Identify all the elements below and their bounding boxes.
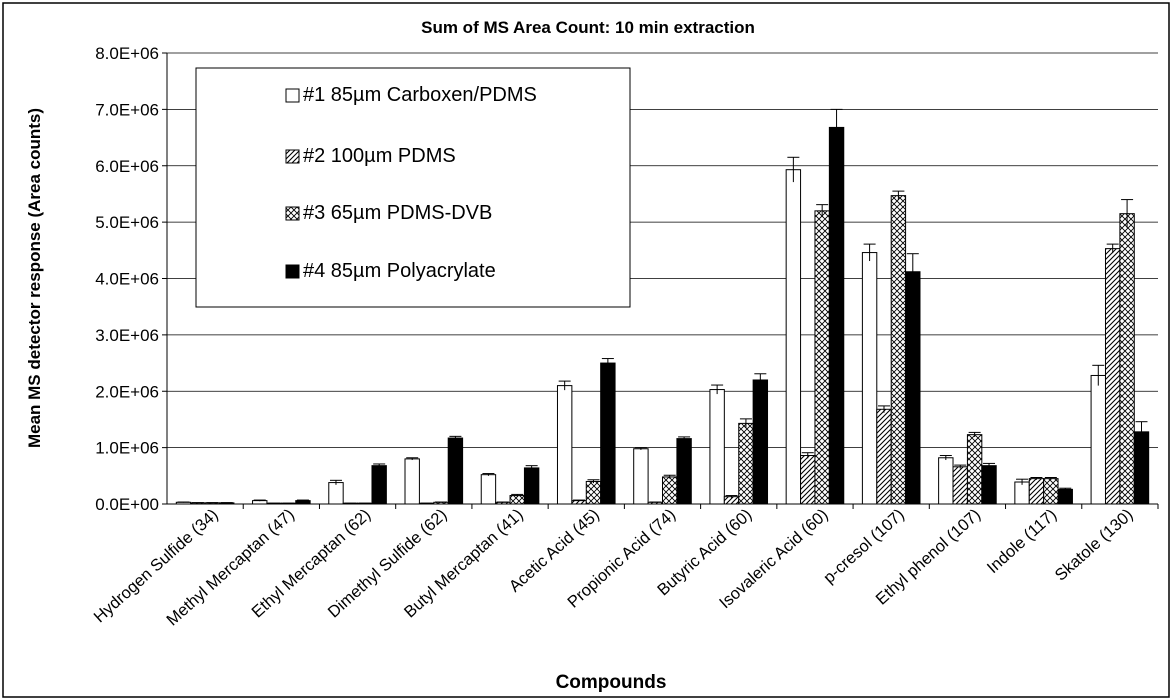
bar-series-4 [371,465,387,505]
x-axis-label: Compounds [556,672,667,693]
bar-series-2 [1028,478,1045,505]
y-tick-label: 8.0E+06 [95,44,159,63]
bar-series-1 [556,385,573,505]
bar-series-4 [905,271,921,505]
y-tick-label: 5.0E+06 [95,213,159,232]
legend-swatch-series-3 [285,206,300,221]
y-tick-label: 1.0E+06 [95,439,159,458]
bar-series-1 [633,448,649,505]
bar-series-3 [1119,213,1135,505]
bar-series-4 [600,362,616,505]
bar-series-4 [676,438,692,505]
bar-series-3 [585,480,602,505]
legend-label-series-3: #3 65µm PDMS-DVB [303,202,492,224]
bar-series-4 [981,465,997,505]
legend-swatch-series-2 [285,149,300,164]
bar-series-2 [800,455,816,505]
y-tick-label: 2.0E+06 [95,382,159,401]
bar-series-1 [709,389,725,505]
y-axis-label: Mean MS detector response (Area counts) [25,108,44,448]
y-tick-label: 3.0E+06 [95,326,159,345]
legend-swatch-series-4 [285,264,300,279]
bar-series-2 [876,408,892,505]
bar-series-3 [738,422,754,505]
legend-label-series-1: #1 85µm Carboxen/PDMS [303,84,537,106]
bar-series-1 [328,482,344,505]
bar-series-4 [752,379,769,505]
bar-series-1 [480,474,497,505]
bar-series-3 [662,476,678,505]
bar-series-3 [890,195,907,505]
bar-series-3 [509,495,525,505]
bar-series-4 [1133,431,1150,505]
bar-series-1 [861,252,878,505]
bar-series-3 [814,210,830,505]
bar-series-2 [1104,248,1121,505]
legend-label-series-4: #4 85µm Polyacrylate [303,260,496,282]
bar-series-4 [447,437,464,505]
y-tick-label: 6.0E+06 [95,157,159,176]
bar-series-1 [938,457,954,505]
y-tick-label: 7.0E+06 [95,100,159,119]
y-axis-ticks: 0.0E+00 1.0E+06 2.0E+06 3.0E+06 4.0E+06 5.0E+… [95,44,167,514]
y-tick-label: 0.0E+00 [95,495,159,514]
bar-series-1 [1014,481,1030,505]
bar-series-3 [966,434,983,505]
y-tick-label: 4.0E+06 [95,270,159,289]
legend-swatch-series-1 [285,88,300,103]
bar-series-4 [1057,488,1073,505]
legend-label-series-2: #2 100µm PDMS [303,145,456,167]
bar-series-2 [952,466,968,505]
legend-box [195,67,631,308]
bar-series-3 [1043,478,1059,505]
bar-series-1 [785,169,802,505]
bar-series-4 [828,126,845,505]
chart-title: Sum of MS Area Count: 10 min extraction [421,18,755,37]
bar-series-4 [523,467,540,505]
bar-series-1 [404,458,420,505]
bar-series-1 [1090,374,1106,505]
legend: #1 85µm Carboxen/PDMS #2 100µm PDMS #3 65µ… [195,67,631,308]
